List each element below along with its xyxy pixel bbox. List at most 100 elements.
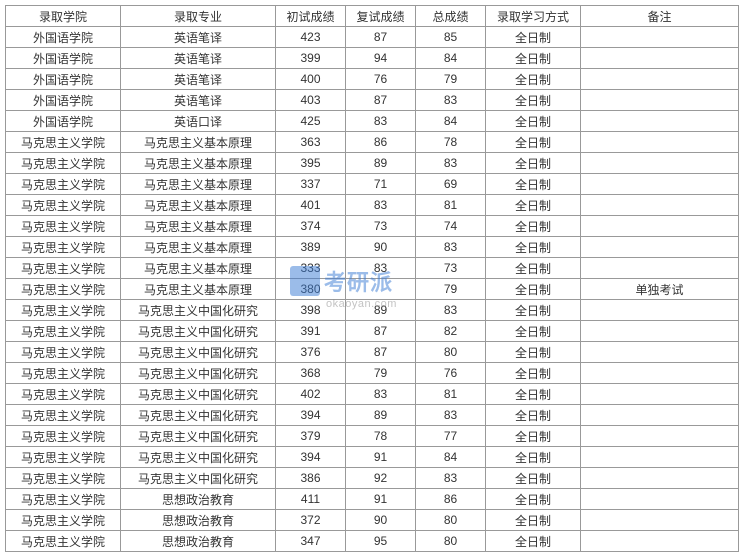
table-cell: 73 [416,258,486,279]
table-cell: 79 [416,69,486,90]
table-cell: 马克思主义学院 [6,132,121,153]
table-cell: 马克思主义中国化研究 [121,447,276,468]
table-cell: 76 [416,363,486,384]
table-cell: 87 [346,27,416,48]
table-cell: 423 [276,27,346,48]
table-row: 马克思主义学院马克思主义中国化研究4028381全日制 [6,384,739,405]
table-cell: 思想政治教育 [121,489,276,510]
table-row: 马克思主义学院马克思主义基本原理3638678全日制 [6,132,739,153]
table-header-row: 录取学院 录取专业 初试成绩 复试成绩 总成绩 录取学习方式 备注 [6,6,739,27]
table-cell: 84 [416,447,486,468]
table-cell: 399 [276,48,346,69]
table-cell: 77 [416,426,486,447]
table-cell [581,27,739,48]
table-cell [581,405,739,426]
table-cell: 86 [346,132,416,153]
table-cell: 403 [276,90,346,111]
table-cell: 全日制 [486,321,581,342]
table-cell: 马克思主义基本原理 [121,216,276,237]
table-cell: 89 [346,405,416,426]
table-cell: 92 [346,468,416,489]
table-cell: 全日制 [486,48,581,69]
table-cell: 马克思主义学院 [6,300,121,321]
table-cell: 76 [346,69,416,90]
table-cell: 395 [276,153,346,174]
table-cell: 全日制 [486,531,581,552]
col-header-college: 录取学院 [6,6,121,27]
table-cell: 全日制 [486,237,581,258]
table-row: 马克思主义学院马克思主义中国化研究3949184全日制 [6,447,739,468]
table-cell: 347 [276,531,346,552]
table-cell [581,321,739,342]
table-cell: 英语笔译 [121,90,276,111]
table-cell: 全日制 [486,279,581,300]
table-cell: 马克思主义中国化研究 [121,342,276,363]
table-cell: 83 [346,258,416,279]
table-cell: 马克思主义学院 [6,342,121,363]
table-cell: 全日制 [486,405,581,426]
table-cell: 全日制 [486,489,581,510]
table-cell [581,363,739,384]
table-cell: 马克思主义中国化研究 [121,468,276,489]
table-row: 马克思主义学院马克思主义基本原理4018381全日制 [6,195,739,216]
table-row: 马克思主义学院马克思主义基本原理38079全日制单独考试 [6,279,739,300]
table-cell: 全日制 [486,132,581,153]
table-cell: 外国语学院 [6,27,121,48]
table-cell: 马克思主义学院 [6,510,121,531]
table-cell: 马克思主义中国化研究 [121,363,276,384]
table-cell: 英语笔译 [121,27,276,48]
table-cell [581,510,739,531]
table-cell: 全日制 [486,426,581,447]
table-cell: 94 [346,48,416,69]
table-row: 马克思主义学院马克思主义中国化研究3918782全日制 [6,321,739,342]
table-cell: 马克思主义中国化研究 [121,384,276,405]
table-cell [581,153,739,174]
table-cell: 83 [416,300,486,321]
table-cell: 英语笔译 [121,69,276,90]
table-cell [581,48,739,69]
table-cell [581,195,739,216]
col-header-reexam: 复试成绩 [346,6,416,27]
table-cell: 400 [276,69,346,90]
table-cell: 全日制 [486,69,581,90]
table-cell: 83 [416,153,486,174]
table-row: 外国语学院英语笔译3999484全日制 [6,48,739,69]
table-row: 马克思主义学院马克思主义中国化研究3797877全日制 [6,426,739,447]
table-cell: 全日制 [486,195,581,216]
table-cell [581,132,739,153]
table-cell: 83 [416,237,486,258]
col-header-mode: 录取学习方式 [486,6,581,27]
table-cell: 78 [346,426,416,447]
table-cell: 全日制 [486,363,581,384]
table-cell: 马克思主义学院 [6,531,121,552]
table-cell: 马克思主义学院 [6,216,121,237]
table-row: 马克思主义学院马克思主义中国化研究3687976全日制 [6,363,739,384]
table-cell: 马克思主义基本原理 [121,258,276,279]
table-cell: 83 [416,405,486,426]
table-cell: 马克思主义学院 [6,447,121,468]
table-row: 外国语学院英语笔译4038783全日制 [6,90,739,111]
table-row: 外国语学院英语笔译4238785全日制 [6,27,739,48]
table-cell: 马克思主义中国化研究 [121,300,276,321]
table-cell: 402 [276,384,346,405]
table-row: 马克思主义学院马克思主义基本原理3377169全日制 [6,174,739,195]
table-cell: 马克思主义学院 [6,489,121,510]
table-cell: 马克思主义中国化研究 [121,405,276,426]
table-cell: 81 [416,384,486,405]
table-cell: 英语口译 [121,111,276,132]
table-cell [581,447,739,468]
table-cell [581,90,739,111]
table-cell: 马克思主义基本原理 [121,279,276,300]
table-cell [581,426,739,447]
table-cell: 马克思主义学院 [6,237,121,258]
table-cell: 马克思主义学院 [6,468,121,489]
table-cell: 83 [346,195,416,216]
table-cell [581,174,739,195]
table-row: 马克思主义学院马克思主义基本原理3747374全日制 [6,216,739,237]
table-cell: 马克思主义基本原理 [121,153,276,174]
table-cell: 外国语学院 [6,69,121,90]
table-cell: 英语笔译 [121,48,276,69]
table-cell: 马克思主义中国化研究 [121,426,276,447]
table-cell [581,468,739,489]
table-cell: 73 [346,216,416,237]
